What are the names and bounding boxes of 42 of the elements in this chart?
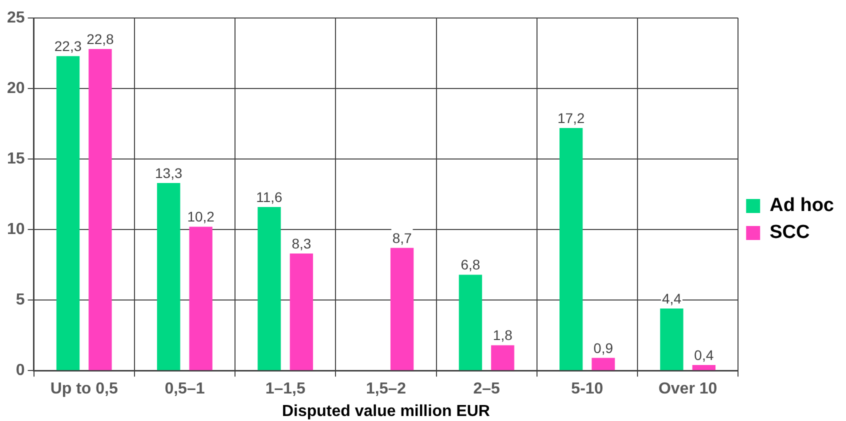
y-tick-label: 5 [16, 291, 25, 308]
data-label: 11,6 [256, 188, 283, 205]
data-label: 6,8 [460, 256, 480, 273]
bar [189, 226, 212, 370]
x-tick-label: 1,5–2 [366, 380, 406, 398]
data-label: 0,4 [694, 346, 714, 363]
bar [157, 183, 180, 370]
y-tick-label: 15 [7, 150, 25, 168]
y-tick-label: 20 [7, 80, 25, 97]
bar [458, 274, 482, 370]
data-label: 10,2 [187, 208, 215, 225]
x-tick-label: 0,5–1 [164, 380, 205, 398]
bar [592, 358, 615, 370]
x-axis-title: Disputed value million EUR [282, 402, 490, 420]
y-tick-label: 25 [7, 9, 25, 26]
data-label: 1,8 [492, 327, 513, 344]
data-label: 0,9 [594, 340, 614, 356]
y-tick-label: 0 [16, 362, 25, 380]
data-label: 22,8 [86, 30, 114, 47]
bar [560, 128, 583, 370]
x-tick-label: Up to 0,5 [50, 380, 118, 398]
bar [660, 308, 684, 370]
x-tick-label: Over 10 [658, 380, 718, 398]
x-tick-label: 5-10 [571, 380, 604, 398]
bar [88, 49, 112, 370]
bar [290, 254, 314, 370]
data-label: 4,4 [662, 290, 682, 306]
x-tick-label: 1–1,5 [265, 380, 306, 398]
legend-label: Ad hoc [770, 195, 834, 216]
x-tick-label: 2–5 [473, 380, 500, 398]
bar [390, 248, 414, 370]
data-label: 13,3 [155, 164, 182, 181]
data-label: 22,3 [54, 38, 82, 54]
legend-label: SCC [770, 222, 810, 244]
data-label: 8,3 [292, 235, 312, 252]
y-tick-label: 10 [7, 220, 25, 238]
bar [258, 206, 281, 370]
bar [692, 364, 716, 370]
data-label: 8,7 [392, 230, 412, 246]
data-label: 17,2 [557, 110, 585, 126]
bar [56, 56, 80, 370]
bar [491, 345, 514, 370]
